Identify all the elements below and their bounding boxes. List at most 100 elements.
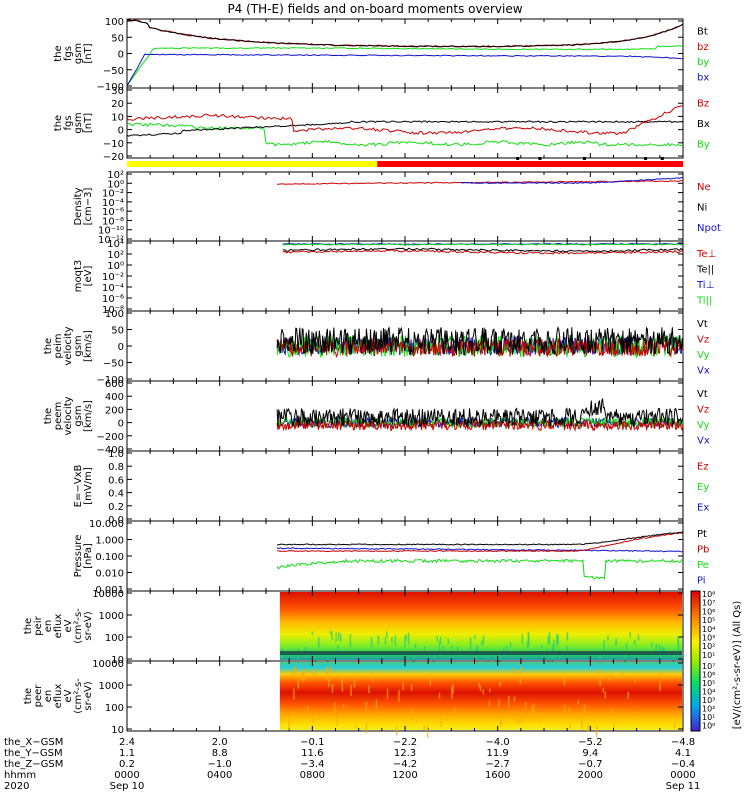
colorbar-tick-label: 10⁶: [702, 607, 715, 616]
spectrogram-streak: [377, 635, 379, 639]
spectrogram-streak: [474, 634, 476, 639]
y-tick-label: 0.2: [108, 502, 124, 513]
y-tick-label: 10000: [92, 589, 124, 600]
spectrogram-streak: [350, 684, 352, 696]
legend-bz: Bz: [697, 98, 709, 109]
spectrogram-streak: [430, 673, 432, 678]
spectrogram-streak: [551, 644, 554, 657]
spectrogram-streak: [291, 711, 293, 717]
legend-vx: Vx: [697, 365, 710, 376]
y-tick-label: 10⁻⁴: [102, 283, 124, 294]
x-row-value: 1.1: [119, 748, 135, 759]
x-row-label: the_Y−GSM: [4, 748, 63, 759]
spectrogram-streak: [583, 704, 586, 717]
spectrogram-streak: [331, 684, 334, 693]
series-npot: [460, 177, 684, 185]
y-axis-label: Pressure [nPa]: [73, 535, 94, 578]
legend-pt: Pt: [697, 529, 707, 540]
x-row-value: 8.8: [212, 748, 228, 759]
colorbar-tick-label: 10³: [702, 696, 715, 705]
spectrogram-streak: [297, 676, 300, 689]
spectrogram-streak: [328, 675, 330, 687]
spectrogram-streak: [581, 720, 583, 729]
y-tick-label: 10²: [107, 170, 124, 181]
spectrogram-streak: [370, 637, 373, 647]
y-tick-label: 0.0: [108, 515, 124, 526]
spectrogram-streak: [526, 641, 529, 649]
y-tick-label: 10: [111, 655, 124, 666]
legend-vz: Vz: [697, 404, 709, 415]
spectrogram-streak: [300, 672, 303, 681]
spectrogram-streak: [540, 713, 542, 724]
series-pb: [277, 531, 684, 553]
spectrogram-streak: [495, 651, 497, 662]
y-axis-label: E=−VxB [mV/m]: [73, 465, 94, 508]
legend-bx: bx: [697, 72, 709, 83]
spectrogram-streak: [580, 712, 582, 720]
spectrogram-streak: [407, 632, 410, 645]
y-tick-label: 1000: [99, 681, 124, 692]
x-row-value: 2000: [578, 770, 603, 781]
x-row-value: −0.4: [671, 759, 695, 770]
y-tick-label: 100: [105, 633, 124, 644]
legend-ti: Ti⊥: [696, 280, 714, 291]
spectrogram-streak: [488, 700, 491, 707]
y-axis-label-line: the: [43, 408, 54, 424]
spectrogram-streak: [317, 637, 320, 648]
spectrogram-streak: [541, 644, 543, 649]
x-row-value: 12.3: [394, 748, 416, 759]
legend-ez: Ez: [697, 461, 709, 472]
ion-spectrogram: [279, 592, 682, 660]
spectrogram-streak: [451, 686, 453, 699]
legend-te: Te⊥: [696, 249, 716, 260]
y-tick-label: −400: [97, 445, 124, 456]
y-tick-label: 100: [105, 703, 124, 714]
spectrogram-streak: [658, 644, 661, 654]
spectrogram-streak: [365, 723, 368, 734]
spectrogram-streak: [439, 636, 442, 645]
y-axis-label-line: moqt3: [73, 260, 84, 293]
x-date-start: Sep 10: [110, 781, 145, 792]
y-axis-label-line: Density: [73, 187, 84, 225]
spectrogram-streak: [447, 638, 450, 645]
y-axis-label-line: eV: [63, 689, 74, 702]
spectrogram-streak: [608, 675, 610, 681]
series-pi: [276, 547, 684, 553]
legend-te: Te||: [696, 264, 714, 275]
spectrogram-streak: [603, 640, 605, 652]
y-tick-label: 1.0: [108, 449, 124, 460]
y-tick-label: 0: [118, 419, 124, 430]
y-axis-label-line: gsm: [73, 335, 84, 356]
x-row-label: the_X−GSM: [4, 737, 63, 748]
chart-title: P4 (TH-E) fields and on-board moments ov…: [227, 2, 522, 16]
spectrogram-streak: [527, 631, 530, 643]
spectrogram-streak: [655, 643, 658, 654]
spectrogram-streak: [506, 645, 508, 655]
spectrogram-streak: [547, 635, 549, 645]
legend-ti: Ti||: [696, 295, 712, 306]
y-tick-label: 10⁻²: [102, 189, 124, 200]
spectrogram-streak: [481, 640, 483, 646]
y-axis-label: the peer en eflux eV (cm²-s-sr-eV): [23, 678, 94, 714]
spectrogram-streak: [622, 670, 625, 678]
spectrogram-streak: [499, 681, 501, 687]
spectrogram-streak: [521, 634, 524, 644]
y-tick-label: −100: [97, 375, 124, 386]
series-bz2: [126, 105, 684, 135]
spectrogram-streak: [611, 708, 614, 718]
panel-frame: [126, 87, 684, 159]
x-row-value: 0000: [114, 770, 139, 781]
spectrogram-streak: [371, 670, 374, 682]
x-row-value: −1.0: [208, 759, 232, 770]
y-axis-label-line: eflux: [53, 614, 64, 639]
spectrogram-streak: [595, 725, 598, 737]
region-bar-marker: [660, 157, 664, 160]
colorbar-tick-label: 10⁰: [702, 722, 715, 731]
y-tick-label: 100: [105, 309, 124, 320]
colorbar-tick-label: 10⁶: [702, 671, 715, 680]
y-axis-label-line: gsm: [73, 405, 84, 426]
spectrogram-streak: [568, 707, 570, 718]
y-axis-label-line: the: [43, 338, 54, 354]
legend-bz: bz: [697, 42, 709, 53]
